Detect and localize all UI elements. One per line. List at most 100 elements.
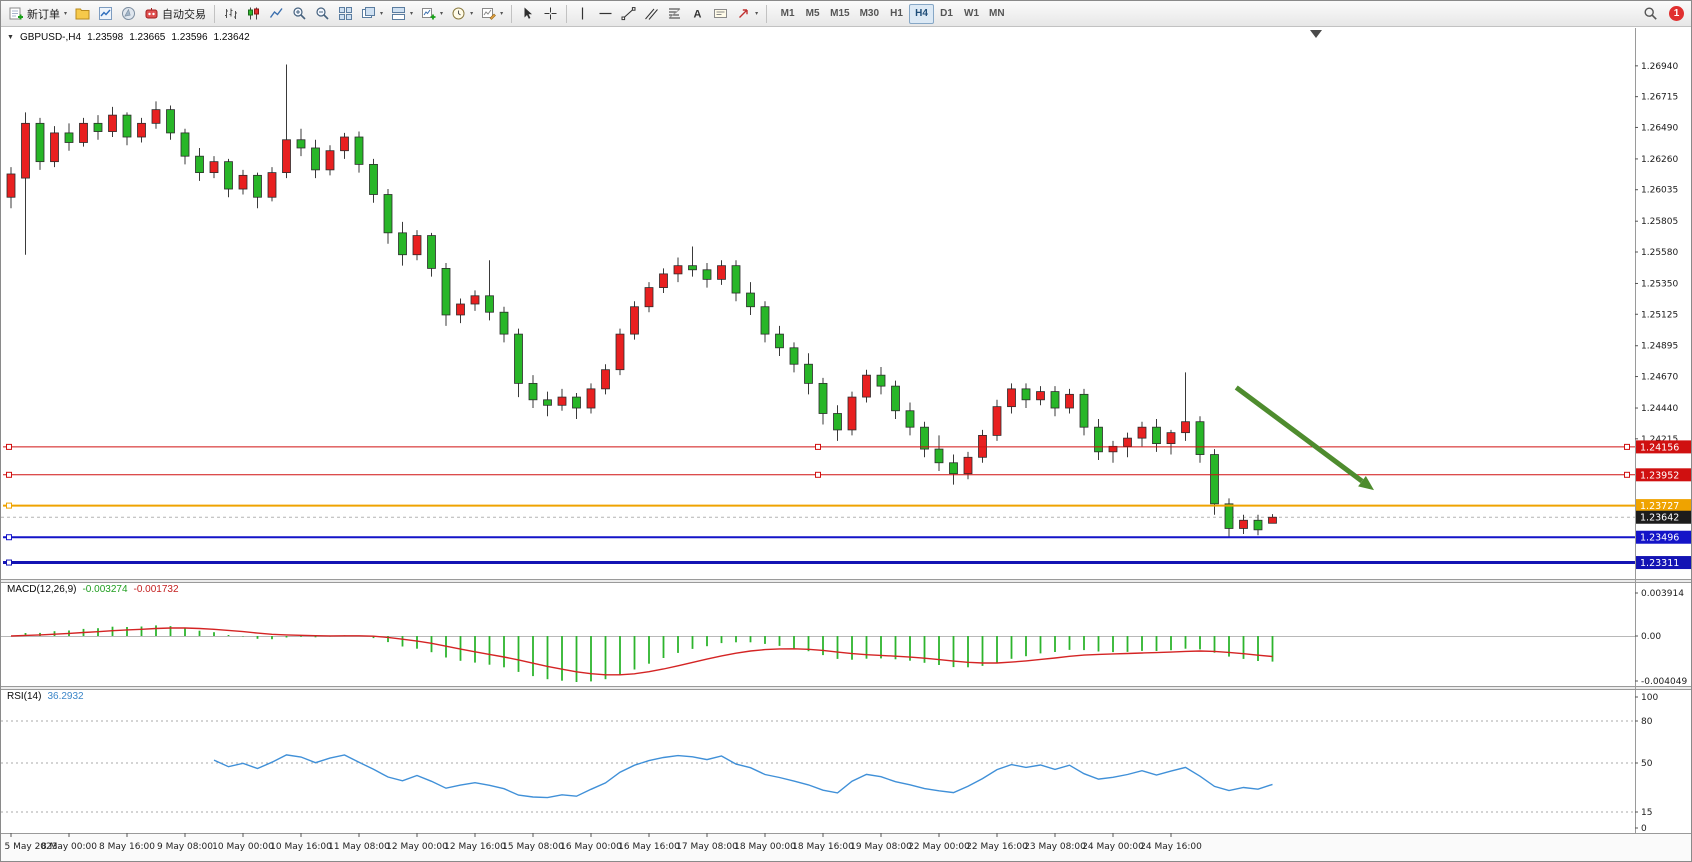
candle-body (267, 172, 277, 198)
text-icon: A (694, 9, 702, 21)
timeframe-button-m1[interactable]: M1 (775, 4, 800, 24)
dropdown-caret-icon: ▾ (440, 11, 444, 17)
timeframe-button-m5[interactable]: M5 (800, 4, 825, 24)
time-axis-label: 24 May 16:00 (1140, 842, 1202, 852)
line-handle[interactable] (6, 559, 12, 566)
price-axis-label: 1.25580 (1641, 248, 1678, 258)
cursor-button[interactable] (516, 3, 539, 25)
timeframe-button-h4[interactable]: H4 (909, 3, 935, 24)
candle-body (775, 333, 784, 349)
timeframe-button-w1[interactable]: W1 (959, 4, 984, 24)
candle-body (833, 413, 842, 431)
chart-background (1, 28, 1691, 861)
chart-bars-button[interactable] (219, 3, 242, 25)
macd-axis-label: -0.004049 (1641, 677, 1687, 687)
symbol-period-label: GBPUSD-,H4 (19, 32, 82, 43)
candle-body (731, 265, 741, 294)
chart-candles-button[interactable] (242, 3, 265, 25)
zoom-in-button[interactable] (288, 3, 311, 25)
toolbar-right-group: 1 (1639, 3, 1687, 25)
level-price-label (1636, 440, 1691, 454)
line-handle[interactable] (6, 443, 12, 450)
symbol-dropdown-icon[interactable]: ▼ (7, 34, 14, 41)
new-chart-button[interactable]: ▾ (417, 3, 447, 25)
fibonacci-button[interactable] (663, 3, 686, 25)
timeframe-button-h1[interactable]: H1 (884, 4, 909, 24)
line-handle[interactable] (6, 534, 12, 541)
text-button[interactable]: A (686, 3, 709, 25)
time-axis-label: 8 May 00:00 (41, 842, 97, 852)
arrows-button[interactable]: ▾ (732, 3, 762, 25)
horizontal-line-icon (599, 12, 612, 15)
cursor-icon (524, 7, 533, 19)
candle-body (50, 132, 59, 163)
candle-body (21, 122, 30, 179)
candle-body (499, 311, 509, 335)
market-watch-button[interactable] (94, 3, 117, 25)
timeframe-button-d1[interactable]: D1 (934, 4, 959, 24)
timeframe-button-m15[interactable]: M15 (825, 4, 854, 24)
trend-arrow[interactable] (1234, 385, 1364, 484)
periods-button[interactable]: ▾ (447, 3, 477, 25)
profiles-button[interactable] (71, 3, 94, 25)
navigator-button[interactable] (117, 3, 140, 25)
line-handle[interactable] (1624, 443, 1630, 450)
candle-body (180, 132, 190, 157)
line-handle[interactable] (815, 471, 821, 478)
clock-icon (452, 7, 465, 20)
profiles-folder-icon (75, 8, 90, 20)
text-label-button[interactable] (709, 3, 732, 25)
line-handle[interactable] (6, 502, 12, 509)
line-handle[interactable] (815, 443, 821, 450)
time-axis-label: 24 May 00:00 (1082, 842, 1144, 852)
rsi-axis-label: 100 (1641, 693, 1658, 703)
arrange-windows-button[interactable]: ▾ (387, 3, 417, 25)
dropdown-caret-icon: ▾ (380, 11, 384, 17)
horizontal-line-button[interactable] (594, 3, 617, 25)
rsi-line (213, 754, 1273, 799)
search-icon (1644, 7, 1657, 20)
chart-line-button[interactable] (265, 3, 288, 25)
notification-badge[interactable]: 1 (1669, 6, 1684, 21)
price-axis-label: 1.26035 (1641, 186, 1678, 196)
candle-body (1239, 519, 1248, 529)
time-axis-label: 10 May 16:00 (270, 842, 332, 852)
new-chart-icon (422, 8, 436, 20)
cascade-windows-button[interactable]: ▾ (357, 3, 387, 25)
price-axis-label: 1.25350 (1641, 279, 1678, 289)
dropdown-caret-icon: ▾ (410, 11, 414, 17)
tile-windows-button[interactable] (334, 3, 357, 25)
trendline-button[interactable] (617, 3, 640, 25)
macd-signal-line (10, 627, 1273, 676)
templates-button[interactable]: ▾ (477, 3, 507, 25)
level-price-label-text: 1.23952 (1640, 470, 1679, 481)
toolbar: 新订单 ▾ 自动交易 (1, 1, 1691, 27)
auto-trading-button[interactable]: 自动交易 (140, 3, 210, 25)
candle-body (601, 369, 610, 390)
candle-body (644, 287, 654, 308)
candle-body (557, 396, 567, 406)
timeframe-button-m30[interactable]: M30 (855, 4, 884, 24)
timeframe-button-mn[interactable]: MN (984, 4, 1010, 24)
candle-body (1079, 393, 1089, 428)
panel-splitter[interactable] (1, 686, 1692, 689)
candle-body (282, 139, 291, 174)
panel-splitter[interactable] (1, 579, 1692, 582)
channel-button[interactable] (640, 3, 663, 25)
crosshair-button[interactable] (539, 3, 562, 25)
level-price-label (1636, 556, 1691, 570)
line-handle[interactable] (6, 471, 12, 478)
new-order-button[interactable]: 新订单 ▾ (5, 3, 71, 25)
chart-shift-marker[interactable] (1310, 30, 1322, 38)
search-button[interactable] (1639, 3, 1662, 25)
candle-body (383, 194, 393, 234)
candle-body (905, 410, 915, 428)
bid-price-label (1636, 510, 1691, 524)
zoom-out-button[interactable] (311, 3, 334, 25)
line-handle[interactable] (1624, 471, 1630, 478)
vertical-line-button[interactable] (571, 3, 594, 25)
candle-body (1166, 432, 1176, 445)
candles-chart-icon (248, 7, 260, 20)
zoom-in-icon (293, 7, 306, 20)
